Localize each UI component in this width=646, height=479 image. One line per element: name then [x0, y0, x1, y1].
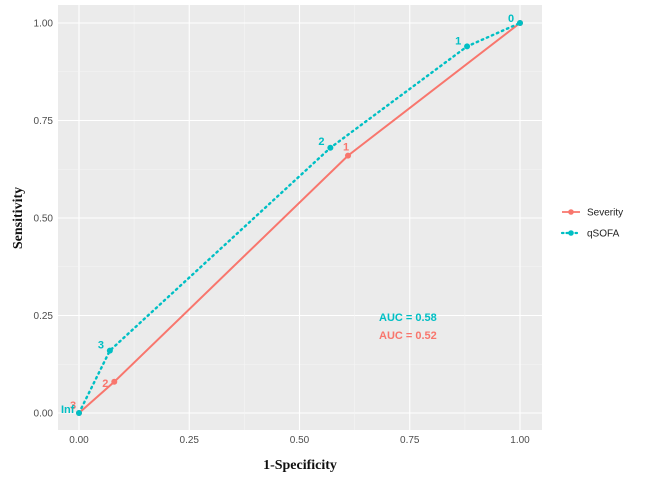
y-tick-label: 0.25 — [34, 311, 54, 322]
auc-qsofa: AUC = 0.58 — [379, 312, 437, 324]
y-tick-label: 1.00 — [34, 19, 54, 30]
x-tick-label: 0.25 — [180, 435, 200, 446]
point-label-qsofa: 2 — [318, 136, 324, 148]
x-axis-title: 1-Specificity — [263, 458, 337, 473]
point-severity — [111, 378, 118, 385]
point-label-severity: 2 — [102, 378, 108, 390]
point-label-qsofa: 1 — [455, 35, 461, 47]
y-tick-label: 0.50 — [34, 214, 54, 225]
y-tick-label: 0.00 — [34, 409, 54, 420]
legend-label-severity: Severity — [587, 208, 623, 219]
y-axis-title: Sensitivity — [11, 187, 26, 249]
x-tick-label: 0.00 — [69, 435, 89, 446]
legend: Severity qSOFA — [560, 208, 623, 240]
legend-item-severity: Severity — [562, 208, 623, 219]
x-tick-label: 1.00 — [510, 435, 530, 446]
point-label-severity: 3 — [70, 400, 76, 412]
grid — [58, 5, 542, 430]
tick-labels: 0.00 0.25 0.50 0.75 1.00 0.00 0.25 0.50 0.75 1.00 — [34, 19, 531, 447]
point-qsofa — [517, 20, 523, 26]
point-label-severity: 1 — [343, 142, 349, 154]
point-label-qsofa: 0 — [508, 13, 514, 25]
point-qsofa — [76, 410, 82, 416]
point-severity — [345, 152, 352, 159]
y-tick-label: 0.75 — [34, 116, 54, 127]
series-line-severity — [78, 22, 521, 414]
point-qsofa — [327, 144, 334, 151]
point-qsofa — [106, 347, 113, 354]
point-label-qsofa: Inf — [61, 404, 75, 416]
x-tick-label: 0.75 — [400, 435, 420, 446]
x-tick-label: 0.50 — [290, 435, 310, 446]
point-qsofa — [464, 43, 471, 50]
auc-severity: AUC = 0.52 — [379, 330, 437, 342]
point-label-qsofa: 3 — [98, 340, 104, 352]
legend-item-qsofa: qSOFA — [560, 229, 620, 240]
series-layer — [76, 20, 523, 416]
legend-label-qsofa: qSOFA — [587, 229, 620, 240]
